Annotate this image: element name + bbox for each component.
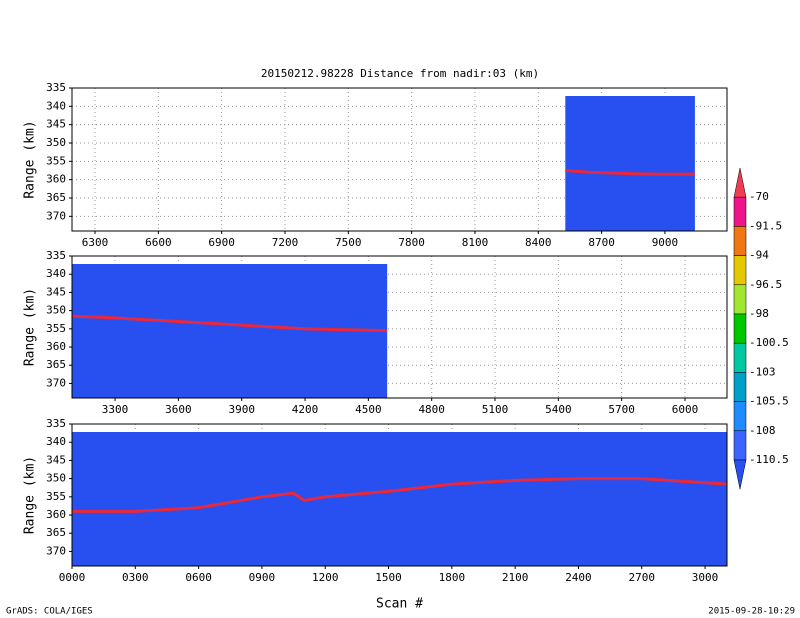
x-tick-label: 6600 bbox=[145, 236, 172, 249]
y-tick-label: 360 bbox=[46, 508, 66, 521]
frame bbox=[71, 255, 728, 399]
x-axis-label: Scan # bbox=[376, 597, 423, 612]
y-tick-label: 370 bbox=[46, 544, 66, 557]
colorbar-label: -94 bbox=[749, 249, 769, 262]
y-tick-label: 345 bbox=[46, 118, 66, 131]
y-axis-label: Range (km) bbox=[23, 120, 38, 198]
y-tick-label: 340 bbox=[46, 99, 66, 112]
x-tick-label: 2100 bbox=[502, 571, 529, 584]
footer-right: 2015-09-28-10:29 bbox=[708, 607, 795, 617]
x-tick-label: 4800 bbox=[418, 403, 445, 416]
x-tick-label: 3300 bbox=[102, 403, 129, 416]
colorbar-segment bbox=[733, 255, 747, 286]
x-tick-label: 5100 bbox=[482, 403, 509, 416]
colorbar-segment bbox=[733, 401, 747, 432]
x-tick-label: 8400 bbox=[525, 236, 552, 249]
y-tick-label: 365 bbox=[46, 526, 66, 539]
y-tick-label: 355 bbox=[46, 154, 66, 167]
colorbar-label: -100.5 bbox=[749, 336, 789, 349]
y-tick-label: 355 bbox=[46, 322, 66, 335]
y-tick-label: 345 bbox=[46, 285, 66, 298]
x-tick-label: 0600 bbox=[185, 571, 212, 584]
x-tick-label: 8100 bbox=[462, 236, 489, 249]
colorbar-segment bbox=[733, 196, 747, 227]
data-coverage bbox=[72, 264, 388, 398]
x-tick-label: 1200 bbox=[312, 571, 339, 584]
y-tick-label: 345 bbox=[46, 453, 66, 466]
colorbar-label: -110.5 bbox=[749, 453, 789, 466]
colorbar-segment bbox=[733, 226, 747, 256]
x-tick-label: 9000 bbox=[652, 236, 679, 249]
y-axis-label: Range (km) bbox=[23, 288, 38, 366]
x-tick-label: 6000 bbox=[672, 403, 699, 416]
x-tick-label: 2400 bbox=[565, 571, 592, 584]
y-tick-label: 335 bbox=[46, 249, 66, 262]
y-tick-label: 335 bbox=[46, 81, 66, 94]
colorbar-label: -103 bbox=[749, 365, 776, 378]
surface-line bbox=[72, 477, 728, 513]
x-tick-label: 8700 bbox=[588, 236, 615, 249]
y-axis-label: Range (km) bbox=[23, 456, 38, 534]
x-tick-label: 3600 bbox=[165, 403, 192, 416]
colorbar-segment bbox=[733, 372, 747, 402]
x-tick-label: 1800 bbox=[439, 571, 466, 584]
y-tick-label: 365 bbox=[46, 358, 66, 371]
data-coverage bbox=[72, 432, 727, 566]
x-tick-label: 5700 bbox=[608, 403, 635, 416]
colorbar-label: -70 bbox=[749, 190, 769, 203]
colorbar-cap bbox=[733, 459, 747, 490]
y-tick-label: 340 bbox=[46, 435, 66, 448]
colorbar-cap bbox=[733, 167, 747, 198]
colorbar-label: -108 bbox=[749, 424, 776, 437]
colorbar-label: -105.5 bbox=[749, 395, 789, 408]
y-tick-label: 365 bbox=[46, 191, 66, 204]
x-tick-label: 4200 bbox=[292, 403, 319, 416]
colorbar-segment bbox=[733, 342, 747, 373]
y-tick-label: 360 bbox=[46, 340, 66, 353]
x-tick-label: 0000 bbox=[59, 571, 86, 584]
y-tick-label: 340 bbox=[46, 267, 66, 280]
colorbar-segment bbox=[733, 430, 747, 461]
x-tick-label: 6300 bbox=[82, 236, 109, 249]
y-tick-label: 360 bbox=[46, 173, 66, 186]
y-tick-label: 350 bbox=[46, 304, 66, 317]
x-tick-label: 3900 bbox=[228, 403, 255, 416]
colorbar-label: -96.5 bbox=[749, 278, 782, 291]
surface-line bbox=[71, 314, 388, 333]
colorbar-label: -98 bbox=[749, 307, 769, 320]
x-tick-label: 0300 bbox=[122, 571, 149, 584]
colorbar-segment bbox=[733, 284, 747, 315]
x-tick-label: 7200 bbox=[272, 236, 299, 249]
surface-line bbox=[565, 169, 695, 176]
colorbar-label: -91.5 bbox=[749, 219, 782, 232]
chart-title: 20150212.98228 Distance from nadir:03 (k… bbox=[261, 67, 539, 80]
x-tick-label: 7800 bbox=[398, 236, 425, 249]
x-tick-label: 5400 bbox=[545, 403, 572, 416]
y-tick-label: 350 bbox=[46, 472, 66, 485]
frame bbox=[71, 423, 728, 567]
x-tick-label: 2700 bbox=[628, 571, 655, 584]
footer-left: GrADS: COLA/IGES bbox=[6, 607, 93, 617]
y-tick-label: 370 bbox=[46, 209, 66, 222]
x-tick-label: 3000 bbox=[692, 571, 719, 584]
x-tick-label: 4500 bbox=[355, 403, 382, 416]
y-tick-label: 355 bbox=[46, 490, 66, 503]
y-tick-label: 335 bbox=[46, 417, 66, 430]
y-tick-label: 370 bbox=[46, 376, 66, 389]
frame bbox=[71, 87, 728, 232]
y-tick-label: 350 bbox=[46, 136, 66, 149]
x-tick-label: 1500 bbox=[375, 571, 402, 584]
x-tick-label: 7500 bbox=[335, 236, 362, 249]
colorbar-segment bbox=[733, 313, 747, 344]
x-tick-label: 6900 bbox=[208, 236, 235, 249]
x-tick-label: 0900 bbox=[249, 571, 276, 584]
data-coverage bbox=[565, 96, 695, 231]
